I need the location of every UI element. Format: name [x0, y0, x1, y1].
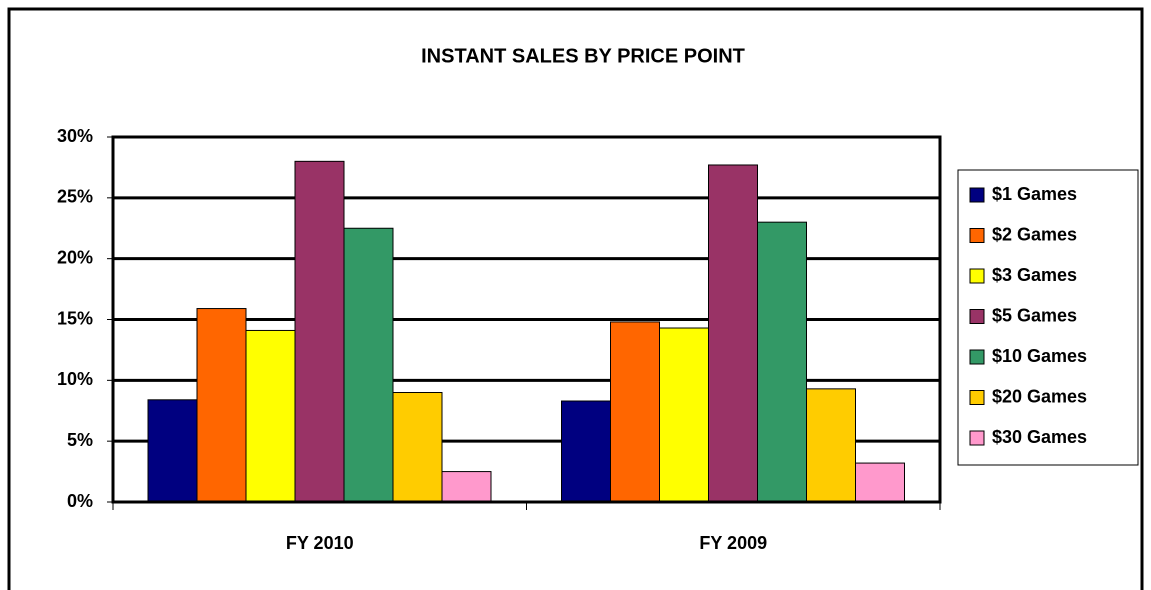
legend-swatch: [969, 390, 985, 405]
legend-swatch: [969, 309, 985, 324]
bar: [392, 392, 443, 503]
y-tick-label: 5%: [67, 430, 93, 450]
legend-label: $1 Games: [992, 184, 1077, 204]
legend: [957, 169, 1139, 466]
bar: [147, 399, 198, 503]
y-tick-label: 20%: [57, 247, 93, 267]
bar: [757, 221, 807, 503]
y-tick-label: 10%: [57, 369, 93, 389]
x-tick-label: FY 2009: [699, 533, 767, 553]
legend-swatch: [969, 268, 985, 284]
legend-label: $2 Games: [992, 224, 1077, 244]
y-tick-label: 25%: [57, 187, 93, 207]
legend-swatch: [969, 349, 985, 365]
y-tick-label: 15%: [57, 308, 93, 328]
bar: [610, 321, 660, 503]
bar: [561, 400, 611, 503]
legend-label: $10 Games: [992, 346, 1087, 366]
bar: [343, 227, 394, 503]
legend-label: $3 Games: [992, 265, 1077, 285]
bar: [659, 327, 709, 503]
legend-swatch: [969, 228, 985, 243]
bar: [441, 471, 492, 503]
chart-title: INSTANT SALES BY PRICE POINT: [421, 45, 745, 67]
bar: [245, 329, 296, 503]
legend-swatch: [969, 430, 985, 446]
bar: [708, 164, 758, 503]
x-tick-label: FY 2010: [286, 533, 354, 553]
bar: [806, 388, 856, 503]
legend-label: $5 Games: [992, 305, 1077, 325]
y-tick-label: 0%: [67, 491, 93, 511]
legend-label: $30 Games: [992, 427, 1087, 447]
legend-swatch: [969, 187, 985, 203]
bar: [196, 308, 247, 503]
bar: [294, 160, 345, 503]
y-tick-label: 30%: [57, 126, 93, 146]
legend-label: $20 Games: [992, 386, 1087, 406]
bar: [855, 462, 905, 503]
plot-border: [111, 135, 942, 504]
